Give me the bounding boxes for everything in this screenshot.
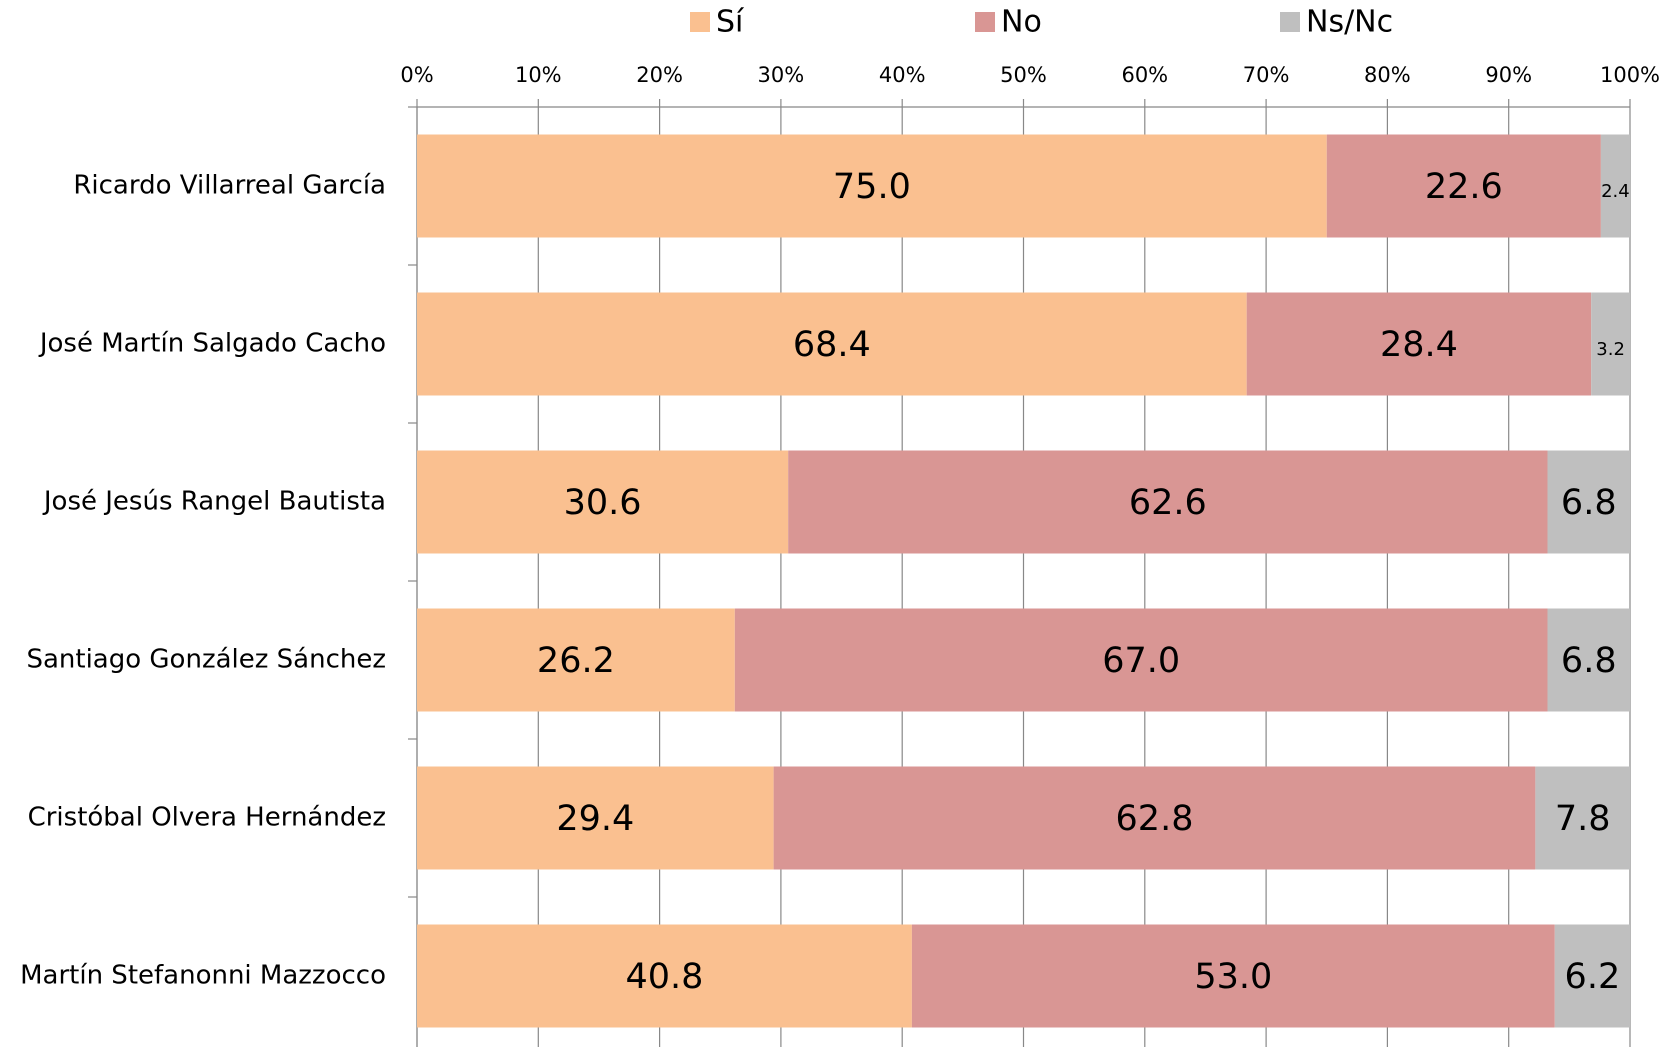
- legend-label: Ns/Nc: [1306, 5, 1393, 40]
- bar-segment: [417, 450, 789, 554]
- bar-segment: [1326, 134, 1601, 238]
- x-tick-label: 40%: [879, 63, 926, 87]
- category-label: Cristóbal Olvera Hernández: [28, 803, 386, 833]
- legend-swatch: [690, 12, 710, 32]
- bar-segment: [773, 766, 1536, 870]
- bar-segment: [1246, 292, 1592, 396]
- value-label: 7.8: [1555, 799, 1611, 839]
- bar-segment: [417, 924, 912, 1028]
- value-label: 29.4: [556, 799, 634, 839]
- value-label: 30.6: [564, 483, 642, 523]
- value-label: 40.8: [625, 957, 703, 997]
- value-label: 67.0: [1102, 641, 1180, 681]
- bar-segment: [417, 134, 1327, 238]
- x-tick-label: 10%: [515, 63, 562, 87]
- value-label: 2.4: [1601, 181, 1630, 202]
- x-tick-label: 30%: [758, 63, 805, 87]
- legend-label: Sí: [716, 5, 745, 40]
- bar-segment: [734, 608, 1548, 712]
- legend-swatch: [1280, 12, 1300, 32]
- category-label: Martín Stefanonni Mazzocco: [20, 961, 386, 991]
- value-label: 6.8: [1561, 483, 1617, 523]
- value-label: 26.2: [537, 641, 615, 681]
- bar-segment: [1535, 766, 1630, 870]
- x-tick-label: 80%: [1364, 63, 1411, 87]
- x-tick-label: 50%: [1000, 63, 1047, 87]
- bar-segment: [788, 450, 1548, 554]
- bar-segment: [417, 766, 774, 870]
- bar-segment: [911, 924, 1555, 1028]
- x-tick-label: 100%: [1600, 63, 1660, 87]
- value-label: 75.0: [833, 167, 911, 207]
- value-label: 3.2: [1596, 339, 1625, 360]
- category-label: José Martín Salgado Cacho: [38, 329, 386, 359]
- category-label: Santiago González Sánchez: [26, 645, 386, 675]
- value-label: 28.4: [1380, 325, 1458, 365]
- bar-segment: [1554, 924, 1630, 1028]
- bar-segment: [417, 292, 1247, 396]
- value-label: 6.8: [1561, 641, 1617, 681]
- x-tick-label: 70%: [1243, 63, 1290, 87]
- bar-segment: [1591, 292, 1630, 396]
- value-label: 62.8: [1116, 799, 1194, 839]
- category-label: Ricardo Villarreal García: [73, 171, 386, 201]
- bar-segment: [417, 608, 735, 712]
- x-tick-label: 0%: [400, 63, 433, 87]
- value-label: 53.0: [1194, 957, 1272, 997]
- value-label: 22.6: [1425, 167, 1503, 207]
- value-label: 68.4: [793, 325, 871, 365]
- value-label: 6.2: [1565, 957, 1621, 997]
- x-tick-label: 60%: [1121, 63, 1168, 87]
- bar-segment: [1547, 608, 1630, 712]
- legend-swatch: [975, 12, 995, 32]
- category-label: José Jesús Rangel Bautista: [42, 487, 386, 517]
- value-label: 62.6: [1129, 483, 1207, 523]
- x-tick-label: 90%: [1485, 63, 1532, 87]
- bar-segment: [1600, 134, 1630, 238]
- bar-segment: [1547, 450, 1630, 554]
- x-tick-label: 20%: [636, 63, 683, 87]
- legend-label: No: [1001, 5, 1042, 40]
